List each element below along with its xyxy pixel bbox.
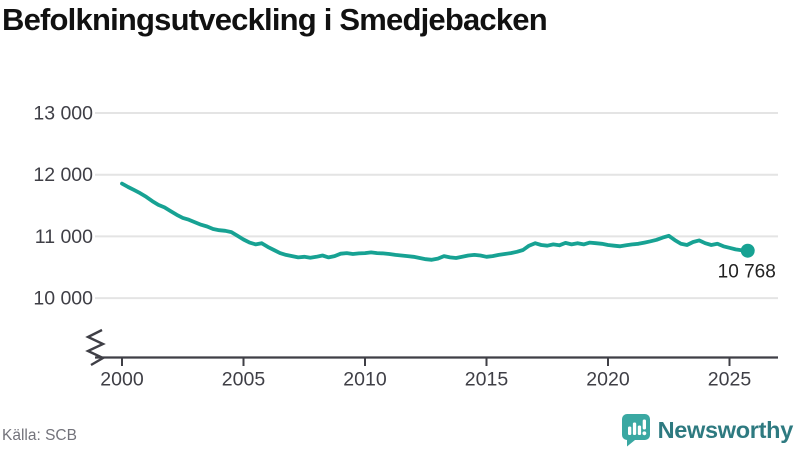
x-tick-label: 2015 [465,369,509,391]
population-series-line [120,181,750,262]
x-tick-label: 2005 [222,369,266,391]
x-tick-label: 2010 [343,369,387,391]
population-line-chart: 13 000 12 000 11 000 10 000 2000 2005 2010 2015… [33,103,778,391]
y-tick-label: 13 000 [33,103,93,125]
newsworthy-logo[interactable]: Newsworthy [621,413,793,447]
x-tick-label: 2020 [586,369,630,391]
source-label: Källa: SCB [2,427,77,444]
y-tick-label: 10 000 [33,288,93,310]
x-tick-label: 2000 [100,369,144,391]
y-tick-label: 11 000 [35,226,93,248]
newsworthy-bubble-chart-icon [621,414,650,447]
y-tick-label: 12 000 [33,164,93,186]
end-value-label: 10 768 [718,262,776,283]
x-tick-label: 2025 [708,369,752,391]
axis-break-icon [85,328,106,367]
newsworthy-logo-text: Newsworthy [657,416,794,443]
end-point-dot [740,243,755,258]
page-title: Befolkningsutveckling i Smedjebacken [2,2,548,37]
